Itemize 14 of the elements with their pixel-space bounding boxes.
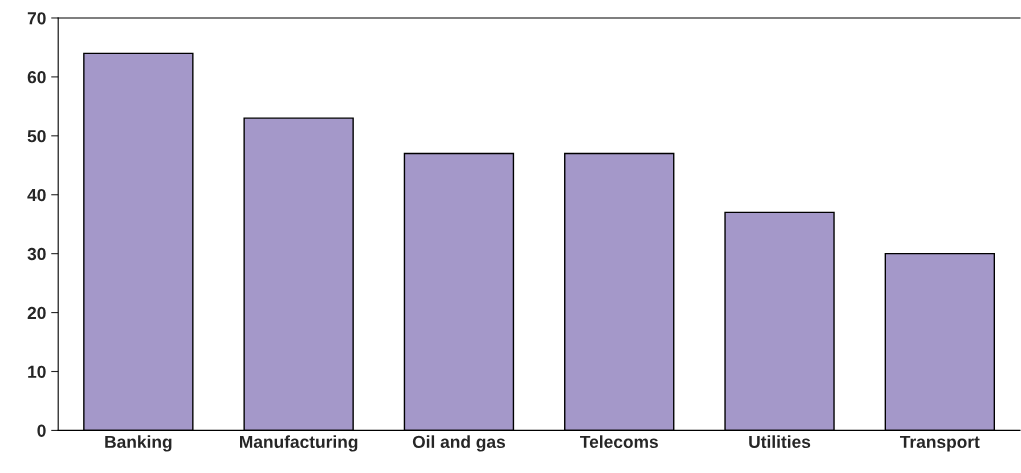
y-tick-label: 70: [27, 12, 46, 25]
x-tick-label: Utilities: [749, 435, 811, 449]
y-tick-label: 20: [27, 306, 46, 320]
x-tick-label: Oil and gas: [412, 435, 506, 452]
y-tick-label: 50: [27, 129, 46, 143]
y-tick-label: 30: [27, 247, 46, 261]
x-tick-label: Manufacturing: [240, 435, 358, 452]
x-tick-label: Transport: [899, 435, 980, 452]
y-tick-label: 10: [28, 365, 46, 378]
y-tick-label: 60: [27, 71, 46, 84]
x-tick-label: Telecoms: [580, 435, 658, 449]
x-tick-label: Banking: [105, 435, 172, 452]
y-tick-label: 40: [27, 188, 46, 202]
y-tick-label: 0: [37, 424, 46, 437]
